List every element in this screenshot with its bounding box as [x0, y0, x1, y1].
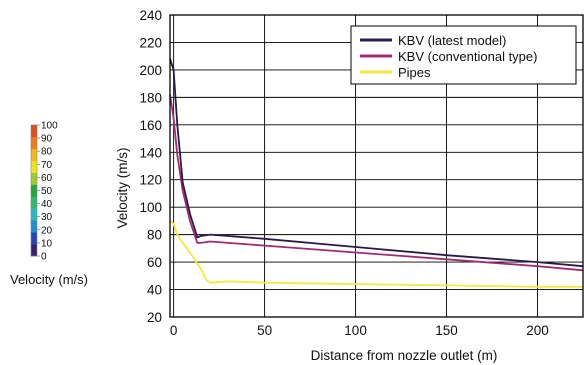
x-tick-label: 200 — [526, 323, 549, 338]
series-line-kbv-latest — [169, 58, 584, 268]
y-tick-label: 60 — [147, 255, 162, 270]
colorbar-segment — [31, 136, 37, 150]
colorbar-tick-label: 0 — [41, 252, 47, 263]
y-tick-label: 200 — [139, 63, 162, 78]
colorbar-tick-label: 40 — [41, 199, 53, 210]
series-line-kbv-conventional — [169, 94, 584, 272]
colorbar-tick-label: 30 — [41, 212, 53, 223]
colorbar-tick-label: 100 — [41, 121, 58, 132]
chart: 20 40 60 80 100 120 140 160 180 200 220 240 0 50 100 1… — [115, 8, 584, 363]
y-axis-label: Velocity (m/s) — [115, 147, 130, 228]
x-axis-label: Distance from nozzle outlet (m) — [311, 348, 498, 363]
colorbar-tick-label: 10 — [41, 238, 53, 249]
series-lines — [169, 58, 584, 288]
y-tick-label: 40 — [147, 283, 162, 298]
legend-label: KBV (latest model) — [398, 33, 506, 48]
colorbar-segment — [31, 196, 37, 209]
colorbar-tick-label: 60 — [41, 173, 53, 184]
colorbar-tick-label: 50 — [41, 186, 53, 197]
colorbar-label: Velocity (m/s) — [10, 272, 88, 287]
colorbar-segment — [31, 125, 37, 138]
colorbar-segment — [31, 232, 37, 245]
colorbar-segment — [31, 244, 37, 257]
x-tick-label: 0 — [170, 323, 178, 338]
y-tick-label: 80 — [147, 228, 162, 243]
plot-frame — [169, 14, 584, 318]
legend-label: Pipes — [398, 65, 431, 80]
y-tick-label: 100 — [139, 200, 162, 215]
x-tick-label: 150 — [435, 323, 458, 338]
y-tick-label: 160 — [139, 118, 162, 133]
y-tick-label: 140 — [139, 145, 162, 160]
colorbar-tick-label: 90 — [41, 134, 53, 145]
colorbar-segment — [31, 160, 37, 173]
y-tick-label: 20 — [147, 310, 162, 325]
colorbar-tick-label: 80 — [41, 147, 53, 158]
colorbar-segment — [31, 220, 37, 233]
y-tick-label: 180 — [139, 90, 162, 105]
x-axis-ticks: 0 50 100 150 200 — [170, 323, 549, 338]
legend-entries: KBV (latest model)KBV (conventional type… — [360, 33, 537, 80]
legend-label: KBV (conventional type) — [398, 49, 537, 64]
y-tick-label: 120 — [139, 173, 162, 188]
colorbar-segment — [31, 148, 37, 162]
colorbar-tick-label: 20 — [41, 225, 53, 236]
series-line-pipes — [169, 220, 583, 288]
x-tick-label: 100 — [344, 323, 367, 338]
colorbar-tick-label: 70 — [41, 160, 53, 171]
legend: KBV (latest model)KBV (conventional type… — [350, 25, 577, 85]
colorbar-segment — [31, 208, 37, 221]
y-axis-ticks: 20 40 60 80 100 120 140 160 180 200 220 240 — [139, 8, 162, 325]
y-tick-label: 220 — [139, 35, 162, 50]
colorbar-segment — [31, 172, 37, 185]
y-tick-label: 240 — [139, 8, 162, 23]
x-tick-label: 50 — [257, 323, 272, 338]
colorbar-segments — [31, 125, 37, 257]
colorbar-segment — [31, 184, 37, 197]
